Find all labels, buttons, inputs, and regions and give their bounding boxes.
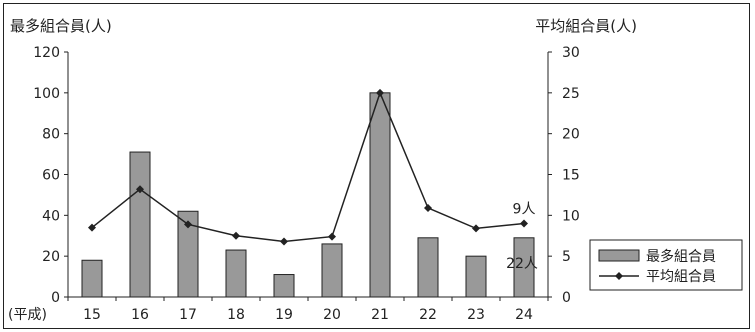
bar [225, 249, 247, 298]
bar [465, 255, 487, 298]
line-point [376, 88, 384, 97]
line-point [136, 185, 144, 194]
y-left-tick-label: 60 [42, 168, 60, 184]
x-tick-label: 18 [227, 307, 245, 323]
y-right-tick-label: 15 [562, 168, 580, 184]
bar [417, 237, 439, 298]
bar [273, 274, 295, 298]
bar [177, 210, 199, 298]
line-point [520, 219, 528, 228]
x-tick-label: 21 [371, 307, 389, 323]
bar [81, 259, 103, 298]
line-point [472, 224, 480, 233]
line-point [424, 203, 432, 212]
y-axis-left-title: 最多組合員(人) [10, 17, 112, 35]
tick-labels: 0 20 40 60 80 100 120 0 5 10 15 20 25 30 15 16 17 18 19 20 2… [8, 45, 580, 323]
bar [321, 243, 343, 298]
bar [513, 237, 535, 298]
x-tick-label: 15 [83, 307, 101, 323]
x-tick-label: 17 [179, 307, 197, 323]
y-right-tick-label: 25 [562, 86, 580, 102]
y-left-tick-label: 100 [33, 86, 60, 102]
bar-series [81, 92, 535, 298]
line-point [88, 223, 96, 232]
legend-box [589, 239, 743, 291]
y-left-tick-label: 80 [42, 127, 60, 143]
line-series [88, 88, 528, 246]
bar [369, 92, 391, 298]
y-left-tick-label: 0 [51, 290, 60, 306]
y-left-tick-label: 20 [42, 249, 60, 265]
x-tick-label: 20 [323, 307, 341, 323]
y-right-tick-label: 30 [562, 45, 580, 61]
x-tick-label: 19 [275, 307, 293, 323]
y-axis-right-title: 平均組合員(人) [535, 17, 637, 35]
legend-label-line: 平均組合員 [646, 269, 716, 285]
line-point [232, 231, 240, 240]
legend-label-bar: 最多組合員 [646, 248, 716, 265]
x-tick-label: 22 [419, 307, 437, 323]
y-left-tick-label: 120 [33, 45, 60, 61]
y-left-tick-label: 40 [42, 208, 60, 224]
legend-swatch-marker [615, 272, 623, 280]
x-tick-label: 24 [515, 307, 533, 323]
x-tick-label: 16 [131, 307, 149, 323]
y-right-tick-label: 5 [562, 249, 571, 265]
line-path [91, 90, 525, 243]
annotation-max-label: 22人 [506, 256, 538, 272]
line-point [328, 232, 336, 241]
annotations: 9人 22人 [506, 202, 538, 273]
line-point [280, 237, 288, 246]
legend-swatch-bar [598, 249, 640, 262]
y-right-tick-label: 0 [562, 290, 571, 306]
annotation-average-label: 9人 [513, 202, 536, 218]
x-tick-label: 23 [467, 307, 485, 323]
line-point [184, 220, 192, 229]
x-axis-prefix: (平成) [8, 307, 47, 323]
y-right-tick-label: 20 [562, 127, 580, 143]
y-right-tick-label: 10 [562, 208, 580, 224]
bar [129, 151, 151, 298]
